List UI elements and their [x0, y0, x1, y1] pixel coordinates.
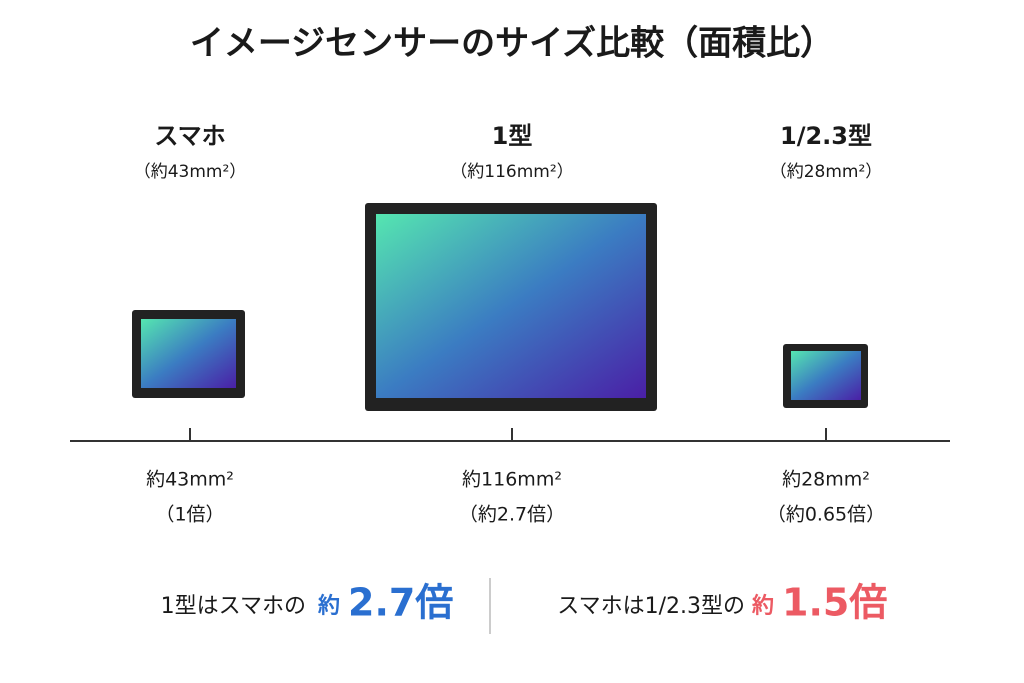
sensor-area: （約116mm²）: [450, 162, 573, 182]
title: イメージセンサーのサイズ比較（面積比）: [190, 24, 834, 64]
ratio-label: （約0.65倍）: [767, 504, 885, 526]
sensor-surface: [791, 351, 861, 400]
sensor-tiny: [783, 344, 868, 408]
sensor-area: （約28mm²）: [770, 162, 883, 182]
area-label: 約43mm²: [146, 469, 234, 491]
sensor-small: [132, 310, 245, 398]
footer-prefix: 約: [751, 593, 774, 619]
sensor-name: 1/2.3型: [780, 122, 872, 150]
footer-prefix: 約: [317, 593, 340, 619]
footer-emphasis: 2.7倍: [348, 581, 453, 625]
sensor-name: スマホ: [154, 122, 225, 150]
sensor-large: [365, 203, 657, 411]
footer-text: スマホは1/2.3型の: [557, 594, 745, 619]
ratio-label: （1倍）: [155, 504, 224, 526]
footer-emphasis: 1.5倍: [782, 581, 887, 625]
ratio-label: （約2.7倍）: [459, 504, 565, 526]
sensor-surface: [376, 214, 646, 398]
area-label: 約28mm²: [782, 469, 870, 491]
sensor-surface: [141, 319, 236, 388]
sensor-area: （約43mm²）: [134, 162, 247, 182]
area-label: 約116mm²: [462, 469, 562, 491]
sensor-name: 1型: [492, 122, 533, 150]
footer-text: 1型はスマホの: [161, 594, 306, 619]
